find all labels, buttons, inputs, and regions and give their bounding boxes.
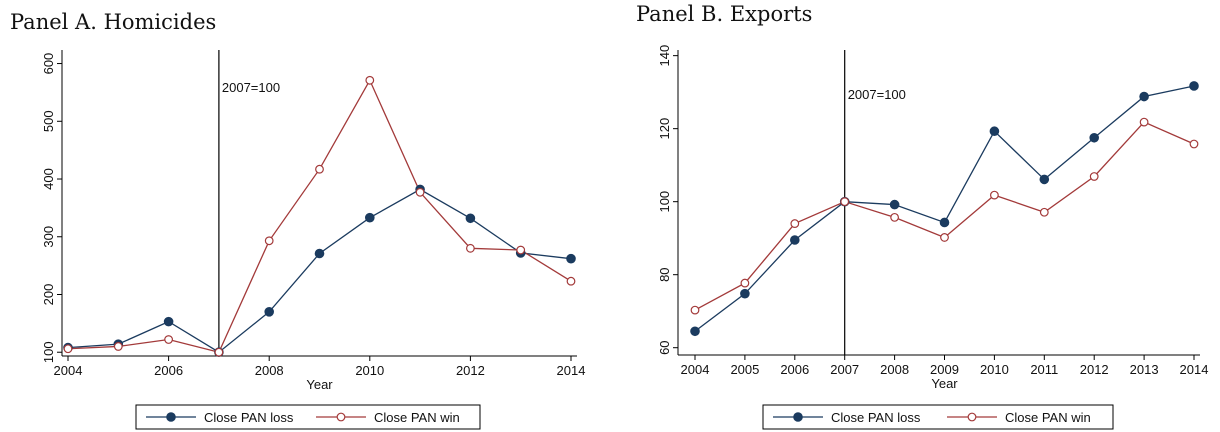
- legend-key-marker: [967, 412, 977, 422]
- y-tick-label: 100: [657, 191, 672, 213]
- legend-key-marker: [336, 412, 346, 422]
- data-point-pan-win: [940, 233, 949, 242]
- y-tick-label: 120: [657, 118, 672, 140]
- data-point-pan-win: [790, 219, 800, 228]
- y-tick-label: 200: [41, 284, 56, 306]
- data-point-pan-loss: [790, 235, 800, 245]
- data-point-pan-loss: [690, 326, 700, 337]
- data-point-pan-win: [415, 187, 425, 197]
- y-tick-label: 100: [41, 341, 56, 363]
- data-point-pan-win: [740, 278, 750, 288]
- data-point-pan-loss: [364, 212, 375, 223]
- reference-line-label: 2007=100: [848, 87, 906, 102]
- y-tick-label: 300: [41, 226, 56, 248]
- x-tick-label: 2010: [355, 363, 384, 378]
- series-line-pan-win: [67, 78, 572, 353]
- y-tick-label: 500: [41, 110, 56, 132]
- legend-label: Close PAN win: [1005, 410, 1091, 425]
- data-point-pan-loss: [939, 217, 950, 228]
- series-line-pan-loss: [694, 85, 1195, 332]
- data-point-pan-win: [990, 190, 999, 200]
- data-point-pan-loss: [264, 307, 274, 317]
- data-point-pan-win: [214, 347, 224, 357]
- data-point-pan-loss: [1189, 81, 1199, 91]
- data-point-pan-win: [1139, 117, 1149, 127]
- x-axis-title: Year: [306, 377, 333, 392]
- x-tick-label: 2014: [557, 363, 586, 378]
- legend-label: Close PAN loss: [831, 410, 921, 425]
- data-point-pan-win: [63, 344, 73, 354]
- data-point-pan-win: [840, 197, 850, 207]
- y-tick-label: 80: [657, 267, 672, 281]
- panel-a-chart: 100 200 300 400 500 600 2004 2006 2008 2010 2012 20…: [41, 50, 586, 430]
- x-tick-label: 2009: [930, 362, 959, 377]
- x-tick-label: 2013: [1130, 362, 1159, 377]
- x-tick-label: 2012: [1080, 362, 1109, 377]
- data-point-pan-loss: [989, 126, 1000, 137]
- data-point-pan-win: [890, 212, 900, 222]
- x-tick-label: 2008: [255, 363, 284, 378]
- series-line-pan-win: [694, 121, 1195, 311]
- x-tick-label: 2006: [780, 362, 809, 377]
- data-point-pan-win: [1039, 207, 1049, 217]
- series-line-pan-loss: [67, 188, 572, 354]
- legend-label: Close PAN win: [374, 410, 460, 425]
- data-point-pan-win: [566, 276, 576, 286]
- legend-label: Close PAN loss: [204, 410, 294, 425]
- data-point-pan-loss: [314, 248, 325, 259]
- data-point-pan-loss: [566, 253, 576, 264]
- data-point-pan-win: [164, 335, 174, 344]
- y-tick-label: 600: [41, 53, 56, 75]
- x-tick-label: 2005: [730, 362, 759, 377]
- data-point-pan-win: [365, 75, 375, 85]
- data-point-pan-loss: [465, 213, 476, 224]
- x-axis-title: Year: [931, 376, 958, 391]
- panel-a-title: Panel A. Homicides: [10, 10, 217, 34]
- panel-b-chart: 60 80 100 120 140 2004 2005 2006 2007 2008 2009 201…: [657, 45, 1209, 430]
- y-tick-label: 400: [41, 168, 56, 190]
- data-point-pan-win: [516, 245, 526, 255]
- y-tick-label: 60: [657, 340, 672, 354]
- x-tick-label: 2006: [154, 363, 183, 378]
- x-tick-label: 2004: [681, 362, 710, 377]
- data-point-pan-win: [113, 342, 123, 351]
- x-tick-label: 2014: [1180, 362, 1209, 377]
- data-point-pan-loss: [740, 288, 750, 299]
- y-tick-label: 140: [657, 45, 672, 67]
- data-point-pan-win: [1089, 172, 1099, 181]
- data-point-pan-loss: [1139, 91, 1149, 102]
- x-tick-label: 2004: [54, 363, 83, 378]
- data-point-pan-loss: [889, 199, 900, 210]
- panel-b-title: Panel B. Exports: [636, 2, 813, 26]
- reference-line-label: 2007=100: [222, 80, 280, 95]
- x-tick-label: 2008: [880, 362, 909, 377]
- data-point-pan-win: [315, 164, 324, 174]
- data-point-pan-win: [466, 243, 475, 253]
- data-point-pan-win: [1189, 139, 1199, 149]
- data-point-pan-win: [690, 305, 700, 315]
- legend-key-marker: [793, 412, 803, 422]
- data-point-pan-loss: [1039, 174, 1050, 185]
- x-tick-label: 2007: [830, 362, 859, 377]
- x-tick-label: 2010: [980, 362, 1009, 377]
- legend-key-marker: [166, 412, 176, 422]
- data-point-pan-loss: [163, 316, 174, 327]
- data-point-pan-loss: [1089, 132, 1099, 143]
- data-point-pan-win: [264, 236, 274, 246]
- x-tick-label: 2012: [456, 363, 485, 378]
- x-tick-label: 2011: [1030, 362, 1058, 377]
